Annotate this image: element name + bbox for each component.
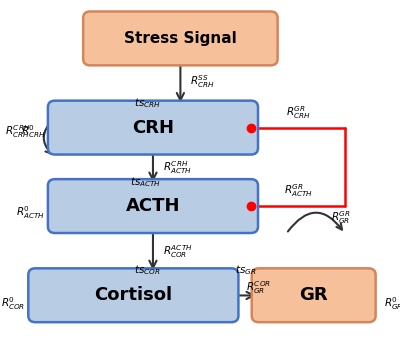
Text: $ts_{GR}$: $ts_{GR}$ <box>235 264 257 277</box>
Text: ACTH: ACTH <box>126 197 180 215</box>
FancyBboxPatch shape <box>83 12 278 66</box>
Text: $R_{GR}^{COR}$: $R_{GR}^{COR}$ <box>246 279 271 296</box>
Text: $R_{CRH}^{SS}$: $R_{CRH}^{SS}$ <box>190 73 215 90</box>
FancyBboxPatch shape <box>48 101 258 155</box>
Text: $R_{CRH}^{GR}$: $R_{CRH}^{GR}$ <box>286 104 310 120</box>
FancyBboxPatch shape <box>252 268 376 322</box>
Text: $R_{ACTH}^{CRH}$: $R_{ACTH}^{CRH}$ <box>163 159 192 176</box>
Text: $R_{ACTH}^{GR}$: $R_{ACTH}^{GR}$ <box>284 182 312 199</box>
Text: $R_{COR}^{ACTH}$: $R_{COR}^{ACTH}$ <box>163 243 192 260</box>
Text: $R_{GR}^{0}$: $R_{GR}^{0}$ <box>384 296 400 312</box>
Text: $R_{COR}^{0}$: $R_{COR}^{0}$ <box>1 296 26 312</box>
Text: $R_{GR}^{GR}$: $R_{GR}^{GR}$ <box>331 209 351 226</box>
Text: $ts_{COR}$: $ts_{COR}$ <box>134 264 161 277</box>
FancyArrowPatch shape <box>44 120 53 154</box>
Text: $ts_{CRH}$: $ts_{CRH}$ <box>134 96 161 110</box>
Text: $R_{ACTH}^{0}$: $R_{ACTH}^{0}$ <box>16 204 45 221</box>
Text: CRH: CRH <box>132 119 174 136</box>
Text: $R_{CRH}^{CRH}$: $R_{CRH}^{CRH}$ <box>5 124 30 141</box>
Text: GR: GR <box>299 286 328 304</box>
FancyBboxPatch shape <box>48 179 258 233</box>
Text: Cortisol: Cortisol <box>94 286 172 304</box>
Text: $ts_{ACTH}$: $ts_{ACTH}$ <box>130 175 161 189</box>
Text: Stress Signal: Stress Signal <box>124 31 237 46</box>
FancyBboxPatch shape <box>28 268 238 322</box>
FancyArrowPatch shape <box>288 213 342 232</box>
Text: $R_{CRH}^{0}$: $R_{CRH}^{0}$ <box>20 124 45 141</box>
